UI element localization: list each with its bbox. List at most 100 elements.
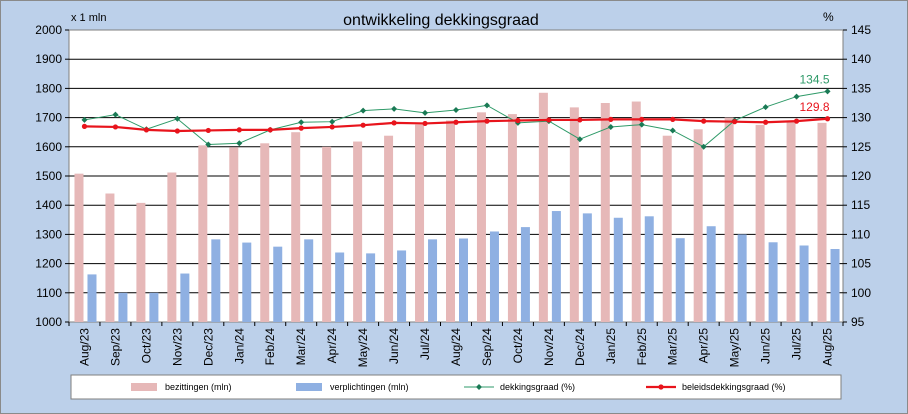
bar-bezittingen xyxy=(538,92,548,322)
bar-verplichtingen xyxy=(644,216,654,322)
legend-swatch xyxy=(296,383,322,391)
bar-bezittingen xyxy=(662,135,672,322)
bar-bezittingen xyxy=(105,193,115,322)
x-axis-tick-label: Nov/24 xyxy=(542,328,556,366)
bar-verplichtingen xyxy=(768,242,778,322)
beleidsdekkingsgraad-point xyxy=(205,127,211,134)
right-axis-tick-label: 120 xyxy=(851,169,871,183)
dekkingsgraad-point xyxy=(298,119,305,126)
right-axis-tick-label: 140 xyxy=(851,52,871,66)
legend-label: bezittingen (mln) xyxy=(165,382,232,392)
lines xyxy=(81,88,831,150)
x-axis-tick-label: Jun/24 xyxy=(387,328,401,364)
dekkingsgraad-point xyxy=(360,107,367,114)
left-axis-tick-label: 1600 xyxy=(35,140,62,154)
left-axis-tick-label: 1400 xyxy=(35,198,62,212)
bar-bezittingen xyxy=(198,145,208,322)
beleidsdekkingsgraad-point xyxy=(391,120,397,126)
beleidsdekkingsgraad-point xyxy=(577,117,583,123)
bar-verplichtingen xyxy=(520,227,530,322)
beleidsdekkingsgraad-point xyxy=(701,118,707,124)
left-axis-tick-label: 1500 xyxy=(35,169,62,183)
legend-label: beleidsdekkingsgraad (%) xyxy=(682,382,786,392)
bar-bezittingen xyxy=(415,124,425,322)
beleidsdekkingsgraad-point xyxy=(112,124,119,130)
bar-bezittingen xyxy=(817,122,827,322)
bar-verplichtingen xyxy=(582,213,592,322)
beleidsdekkingsgraad-point xyxy=(515,117,521,124)
x-axis-tick-label: Jun/25 xyxy=(759,328,773,364)
dekkingsgraad-point xyxy=(793,93,800,100)
left-axis-tick-label: 1800 xyxy=(35,81,62,95)
bar-bezittingen xyxy=(136,202,146,322)
bar-bezittingen xyxy=(476,112,486,323)
beleidsdekkingsgraad-point xyxy=(732,119,738,125)
x-axis-tick-label: Sep/24 xyxy=(480,328,494,366)
bar-verplichtingen xyxy=(489,231,499,322)
x-axis-tick-label: Oct/24 xyxy=(511,328,525,364)
beleidsdekkingsgraad-point xyxy=(824,116,831,122)
dekkingsgraad-point xyxy=(762,104,769,111)
right-axis-tick-label: 145 xyxy=(851,23,871,37)
bar-bezittingen xyxy=(353,141,363,322)
x-axis-tick-label: Mar/24 xyxy=(294,328,308,366)
data-label: 129.8 xyxy=(799,100,829,114)
x-axis-tick-label: May/24 xyxy=(356,328,370,368)
bar-bezittingen xyxy=(322,146,332,322)
beleidsdekkingsgraad-point xyxy=(360,122,366,128)
bar-verplichtingen xyxy=(613,217,623,322)
legend-entries: bezittingen (mln) verplichtingen (mln) dek… xyxy=(131,382,786,392)
bar-verplichtingen xyxy=(335,252,345,322)
dekkingsgraad-point xyxy=(824,88,831,95)
beleidsdekkingsgraad-point xyxy=(329,124,335,130)
x-axis-tick-label: Feb/24 xyxy=(263,328,277,366)
x-axis-tick-label: Oct/23 xyxy=(139,328,153,364)
x-axis-tick-label: Feb/25 xyxy=(635,328,649,366)
beleidsdekkingsgraad-point xyxy=(298,125,304,131)
beleidsdekkingsgraad-point xyxy=(453,119,459,125)
beleidsdekkingsgraad-point xyxy=(484,118,490,124)
bar-bezittingen xyxy=(260,143,270,322)
x-axis-tick-label: Apr/24 xyxy=(325,328,339,364)
left-axis-tick-label: 1000 xyxy=(35,315,62,329)
legend-swatch-marker xyxy=(658,384,664,390)
beleidsdekkingsgraad-point xyxy=(608,116,614,122)
bar-verplichtingen xyxy=(242,242,252,322)
bar-verplichtingen xyxy=(397,250,407,322)
beleidsdekkingsgraad-point xyxy=(267,127,273,133)
beleidsdekkingsgraad-point xyxy=(81,123,88,129)
bar-bezittingen xyxy=(600,103,610,322)
bar-verplichtingen xyxy=(366,253,376,322)
right-axis-tick-label: 95 xyxy=(851,315,865,329)
x-axis-tick-label: Jul/25 xyxy=(790,328,804,360)
bar-verplichtingen xyxy=(87,274,97,322)
chart-title: ontwikkeling dekkingsgraad xyxy=(343,12,539,29)
dekkingsgraad-point xyxy=(483,102,490,109)
beleidsdekkingsgraad-point xyxy=(639,116,645,122)
legend-label: verplichtingen (mln) xyxy=(330,382,409,392)
bar-verplichtingen xyxy=(180,273,190,322)
bar-bezittingen xyxy=(786,121,796,322)
right-axis-tick-label: 100 xyxy=(851,286,871,300)
right-axis-tick-label: 125 xyxy=(851,140,871,154)
bar-bezittingen xyxy=(631,101,641,322)
beleidsdekkingsgraad-point xyxy=(143,127,149,133)
dekkingsgraad-point xyxy=(236,140,243,147)
beleidsdekkingsgraad-point xyxy=(763,119,769,125)
bar-verplichtingen xyxy=(304,239,314,322)
left-axis-tick-label: 1700 xyxy=(35,111,62,125)
bar-verplichtingen xyxy=(830,249,840,322)
x-axis-tick-label: Mar/25 xyxy=(666,328,680,366)
bar-verplichtingen xyxy=(459,238,468,322)
legend-label: dekkingsgraad (%) xyxy=(500,382,575,392)
data-label: 134.5 xyxy=(799,72,829,86)
bar-bezittingen xyxy=(693,129,703,322)
legend-swatch-marker xyxy=(476,384,482,390)
left-axis-tick-label: 1100 xyxy=(36,286,62,300)
dekkingsgraad-point xyxy=(329,118,336,125)
bar-bezittingen xyxy=(507,114,517,322)
bars xyxy=(74,92,840,323)
axes: 1000 1100 1200 1300 1400 1500 1600 1700 1800 1900… xyxy=(35,23,871,367)
x-axis-tick-label: Sep/23 xyxy=(108,328,122,366)
